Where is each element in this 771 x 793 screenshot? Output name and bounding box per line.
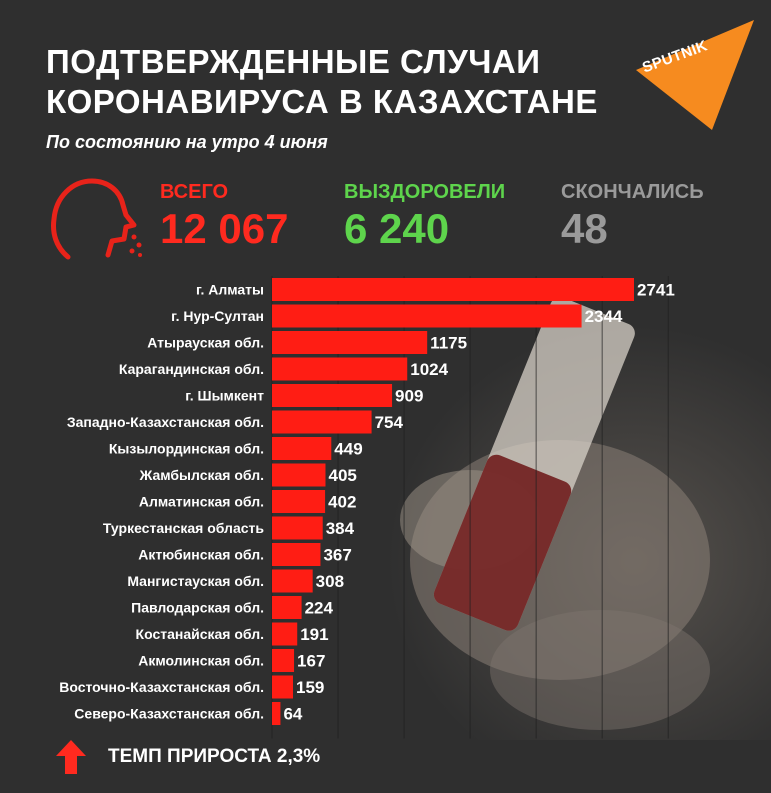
bar — [272, 543, 321, 566]
category-label: Мангистауская обл. — [127, 573, 264, 589]
data-label: 191 — [300, 625, 328, 644]
category-label: Костанайская обл. — [136, 626, 264, 642]
data-label: 64 — [283, 705, 302, 724]
data-label: 167 — [297, 652, 325, 671]
bar — [272, 304, 582, 328]
category-label: Атырауская обл. — [147, 335, 264, 351]
data-label: 159 — [296, 678, 324, 697]
sputnik-logo-icon — [636, 20, 754, 130]
category-label: Павлодарская обл. — [131, 600, 264, 616]
stat-total-value: 12 067 — [160, 205, 289, 252]
bar — [272, 384, 393, 407]
title-line-2: КОРОНАВИРУСА В КАЗАХСТАНЕ — [46, 83, 598, 120]
bar — [272, 357, 408, 381]
bar — [272, 410, 372, 434]
stat-recovered: ВЫЗДОРОВЕЛИ 6 240 — [344, 180, 505, 254]
stat-died: СКОНЧАЛИСЬ 48 — [561, 180, 704, 254]
category-label: Кызылординская обл. — [109, 441, 264, 457]
data-label: 308 — [316, 572, 344, 591]
data-label: 754 — [375, 413, 404, 432]
bar — [272, 463, 326, 487]
growth-rate: ТЕМП ПРИРОСТА 2,3% — [56, 740, 320, 774]
bar — [272, 331, 428, 354]
category-label: г. Шымкент — [185, 388, 264, 404]
bar — [272, 596, 302, 619]
bar — [272, 278, 634, 301]
category-label: Северо-Казахстанская обл. — [74, 706, 264, 722]
stat-recovered-label: ВЫЗДОРОВЕЛИ — [344, 181, 506, 203]
stat-died-value: 48 — [561, 205, 608, 252]
stat-total-label: ВСЕГО — [160, 181, 229, 203]
category-label: Актюбинская обл. — [138, 547, 264, 563]
data-label: 402 — [328, 493, 356, 512]
page-subtitle: По состоянию на утро 4 июня — [46, 132, 328, 152]
data-label: 2741 — [637, 281, 675, 300]
category-label: Алматинская обл. — [139, 494, 264, 510]
bar — [272, 702, 281, 725]
category-label: Жамбылская обл. — [139, 467, 264, 483]
data-label: 909 — [395, 387, 423, 406]
category-label: г. Алматы — [196, 282, 264, 298]
bar-chart: г. Алматы 2741 г. Нур-Султан 2344 Атырауская… — [59, 276, 675, 739]
bar — [272, 675, 293, 699]
bar — [272, 516, 323, 540]
data-label: 367 — [323, 546, 351, 565]
data-label: 224 — [305, 599, 334, 618]
bar — [272, 649, 295, 672]
category-label: Туркестанская область — [103, 520, 264, 536]
category-label: г. Нур-Султан — [171, 308, 264, 324]
data-label: 405 — [328, 466, 356, 485]
up-arrow-icon — [56, 740, 86, 774]
stat-total: ВСЕГО 12 067 — [160, 180, 288, 254]
category-label: Западно-Казахстанская обл. — [67, 414, 264, 430]
title-line-1: ПОДТВЕРЖДЕННЫЕ СЛУЧАИ — [46, 43, 541, 80]
growth-rate-text: ТЕМП ПРИРОСТА 2,3% — [108, 746, 321, 767]
data-label: 2344 — [585, 307, 623, 326]
data-label: 1175 — [430, 334, 467, 353]
page-title: ПОДТВЕРЖДЕННЫЕ СЛУЧАИ КОРОНАВИРУСА В КАЗ… — [46, 42, 598, 122]
data-label: 384 — [326, 519, 355, 538]
category-label: Карагандинская обл. — [119, 361, 264, 377]
category-label: Акмолинская обл. — [138, 653, 264, 669]
bar — [272, 569, 313, 593]
stat-recovered-value: 6 240 — [344, 205, 450, 252]
data-label: 1024 — [410, 360, 448, 379]
category-label: Восточно-Казахстанская обл. — [59, 679, 264, 695]
bar — [272, 622, 298, 646]
data-label: 449 — [334, 440, 362, 459]
stat-died-label: СКОНЧАЛИСЬ — [561, 181, 704, 203]
bar — [272, 437, 332, 460]
bar — [272, 490, 326, 513]
head-coughing-icon — [51, 178, 142, 260]
